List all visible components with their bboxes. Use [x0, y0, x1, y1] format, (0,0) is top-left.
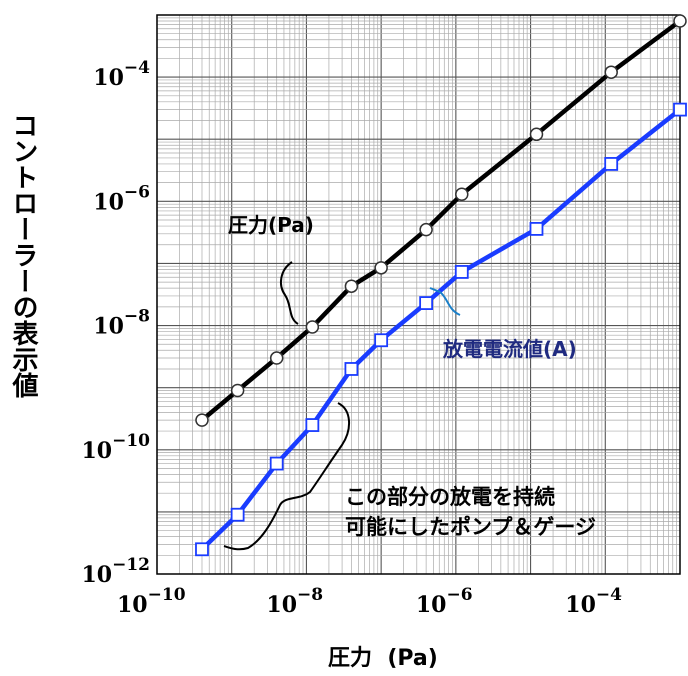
- data-point: [529, 221, 544, 236]
- x-tick-base: 10: [416, 592, 447, 618]
- x-tick-exponent: −10: [148, 585, 186, 605]
- data-point: [230, 383, 245, 398]
- series-1: [195, 102, 687, 557]
- x-tick-label: 10−4: [565, 585, 622, 618]
- x-tick-exponent: −4: [596, 585, 622, 605]
- x-tick-label: 10−10: [117, 585, 186, 618]
- data-point: [269, 456, 284, 471]
- y-tick-label: 10−10: [81, 431, 150, 464]
- data-point: [455, 187, 469, 202]
- data-point: [195, 542, 209, 557]
- series-line: [200, 107, 682, 551]
- y-tick-base: 10: [93, 65, 124, 91]
- annotation-pump-line2: 可能にしたポンプ＆ゲージ: [345, 515, 596, 539]
- x-tick-label: 10−6: [416, 585, 473, 618]
- y-tick-exponent: −10: [112, 431, 150, 451]
- y-tick-base: 10: [93, 189, 124, 215]
- data-point: [305, 418, 320, 432]
- y-tick-exponent: −8: [124, 307, 150, 327]
- x-tick-exponent: −6: [446, 585, 472, 605]
- y-tick-base: 10: [81, 438, 112, 464]
- arrow-discharge-current: [429, 287, 461, 316]
- data-point: [604, 157, 619, 171]
- x-tick-base: 10: [266, 592, 297, 618]
- data-point: [419, 296, 434, 310]
- x-axis-label: 圧力 (Pa): [328, 646, 438, 671]
- data-point: [344, 362, 359, 376]
- data-point: [529, 127, 544, 142]
- y-tick-exponent: −6: [124, 182, 150, 202]
- data-point: [374, 261, 388, 275]
- data-point: [269, 351, 284, 365]
- data-point: [604, 65, 618, 79]
- y-tick-label: 10−12: [81, 555, 150, 588]
- y-tick-base: 10: [81, 562, 112, 588]
- annotation-pump-line1: この部分の放電を持続: [345, 485, 555, 509]
- data-point: [673, 102, 687, 117]
- data-point: [305, 320, 320, 334]
- x-tick-base: 10: [565, 592, 596, 618]
- brace-pressure: [279, 261, 299, 325]
- y-axis-label: コントローラーの表示値: [8, 112, 38, 398]
- y-tick-exponent: −4: [124, 58, 150, 78]
- data-point: [195, 413, 209, 427]
- y-tick-label: 10−6: [93, 182, 150, 215]
- y-tick-label: 10−8: [93, 307, 150, 340]
- series-layer: [195, 14, 687, 557]
- y-tick-exponent: −12: [112, 555, 150, 575]
- series-0: [195, 14, 687, 427]
- data-point: [374, 333, 389, 348]
- annotation-discharge-current: 放電電流値(A): [442, 337, 577, 361]
- x-tick-exponent: −8: [297, 585, 323, 605]
- plot-frame: [156, 14, 681, 575]
- x-tick-base: 10: [117, 592, 148, 618]
- y-tick-label: 10−4: [93, 58, 150, 91]
- annotation-pressure: 圧力(Pa): [228, 213, 314, 237]
- data-point: [419, 222, 433, 237]
- brace-pump: [223, 402, 350, 551]
- y-tick-base: 10: [93, 314, 124, 340]
- data-point: [454, 265, 469, 279]
- data-point: [344, 279, 359, 293]
- data-point: [230, 507, 245, 522]
- x-tick-label: 10−8: [266, 585, 323, 618]
- data-point: [673, 14, 687, 28]
